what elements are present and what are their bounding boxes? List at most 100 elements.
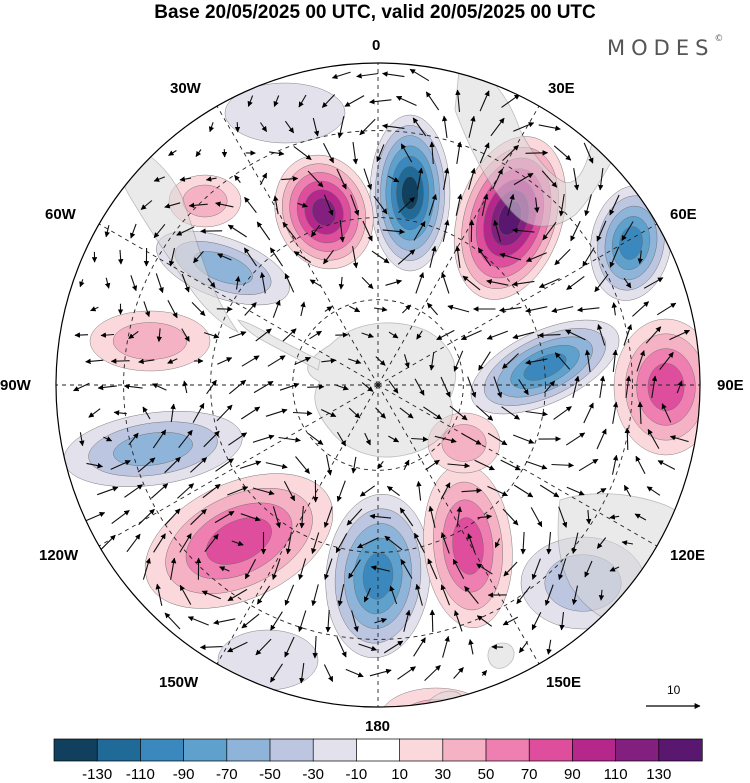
- anomaly-negative: [224, 82, 346, 144]
- wind-arrow: [374, 617, 388, 624]
- wind-arrow: [525, 150, 549, 156]
- wind-arrow: [278, 436, 301, 443]
- colorbar-segment: [399, 738, 444, 762]
- wind-arrow: [375, 356, 386, 366]
- wind-arrow: [227, 641, 248, 653]
- wind-arrow: [440, 532, 450, 554]
- wind-arrow: [559, 612, 565, 631]
- meridian-line: [216, 105, 379, 386]
- wind-arrow: [481, 670, 488, 677]
- wind-arrow: [382, 228, 405, 235]
- wind-arrow: [513, 122, 535, 132]
- wind-arrow: [152, 383, 167, 391]
- wind-arrow: [400, 143, 413, 163]
- wind-arrow: [447, 304, 470, 313]
- wind-arrow: [153, 176, 166, 182]
- wind-arrow: [454, 245, 461, 268]
- wind-arrow: [565, 432, 586, 446]
- wind-arrow: [429, 609, 436, 633]
- colorbar-segment: [312, 738, 358, 762]
- wind-arrow: [546, 531, 552, 555]
- wind-arrow: [538, 124, 561, 131]
- wind-arrow: [128, 330, 139, 340]
- wind-arrow: [596, 488, 607, 494]
- wind-arrow: [558, 506, 568, 528]
- wind-arrow: [244, 196, 257, 214]
- colorbar-tick-label: 130: [646, 766, 672, 783]
- anomaly-negative: [470, 319, 620, 415]
- wind-arrow: [307, 170, 324, 188]
- anomaly-contour: [523, 353, 567, 381]
- wind-arrow: [362, 220, 373, 242]
- wind-arrow: [513, 484, 534, 498]
- wind-arrow: [153, 223, 166, 239]
- wind-arrow: [531, 612, 542, 631]
- wind-arrow: [609, 566, 620, 572]
- wind-arrow: [361, 382, 374, 392]
- registered-mark: ©: [714, 34, 724, 44]
- colorbar-segment: [140, 738, 185, 762]
- wind-arrow: [205, 176, 217, 182]
- wind-arrow: [282, 328, 297, 342]
- wind-arrow: [646, 486, 661, 496]
- wind-arrow: [537, 332, 561, 338]
- meridian-line: [377, 105, 540, 386]
- wind-arrow: [187, 616, 209, 626]
- wind-arrow: [363, 168, 373, 190]
- lon-label-120w: 120W: [39, 547, 79, 564]
- wind-arrow: [281, 176, 299, 182]
- wind-arrow: [323, 558, 333, 580]
- wind-arrow: [632, 301, 650, 317]
- wind-arrow: [259, 272, 266, 294]
- wind-arrow: [88, 408, 101, 418]
- colorbar-segment: [658, 738, 703, 762]
- anomaly-contour: [112, 322, 188, 360]
- wind-arrow: [594, 273, 609, 293]
- anomaly-contour: [401, 176, 419, 210]
- wind-arrow: [486, 330, 508, 340]
- wind-arrow: [85, 358, 104, 365]
- wind-arrow: [424, 665, 441, 681]
- wind-arrow: [525, 460, 548, 470]
- wind-arrow: [479, 90, 490, 112]
- logo-text: MODES: [607, 36, 715, 60]
- wind-arrow: [239, 460, 262, 469]
- wind-arrow: [195, 149, 202, 157]
- wind-arrow: [213, 618, 236, 625]
- meridian-line: [377, 384, 540, 665]
- wind-arrow: [530, 507, 543, 528]
- wind-arrow: [661, 403, 672, 423]
- wind-arrow: [416, 480, 422, 501]
- wind-arrow: [467, 376, 477, 398]
- wind-arrow: [476, 563, 493, 575]
- wind-arrow: [541, 170, 558, 188]
- wind-arrow: [426, 302, 439, 316]
- wind-arrow: [282, 221, 297, 240]
- wind-arrow: [388, 435, 400, 443]
- wind-arrow: [334, 384, 349, 391]
- wind-arrow: [191, 302, 206, 316]
- wind-arrow: [539, 484, 560, 498]
- anomaly-contour: [224, 82, 346, 144]
- wind-arrow: [434, 435, 457, 444]
- colorbar-segment: [96, 738, 142, 762]
- wind-arrow: [309, 330, 322, 340]
- wind-arrow: [336, 168, 347, 190]
- wind-arrow: [399, 407, 414, 419]
- wind-arrow: [244, 302, 257, 316]
- wind-arrow: [292, 410, 313, 416]
- wind-arrow: [624, 427, 631, 451]
- wind-arrow: [361, 277, 374, 289]
- wind-arrow: [241, 355, 260, 367]
- wind-arrow: [455, 193, 463, 216]
- wind-arrow: [452, 558, 465, 579]
- colorbar-tick-label: -50: [259, 766, 281, 783]
- meridian-line: [98, 384, 379, 547]
- wind-arrow: [201, 590, 222, 600]
- wind-arrow: [364, 432, 371, 446]
- lon-label-120e: 120E: [670, 547, 706, 564]
- wind-arrow: [339, 220, 345, 243]
- wind-arrow: [534, 197, 540, 213]
- wind-arrow: [512, 227, 535, 234]
- wind-arrow: [113, 410, 127, 416]
